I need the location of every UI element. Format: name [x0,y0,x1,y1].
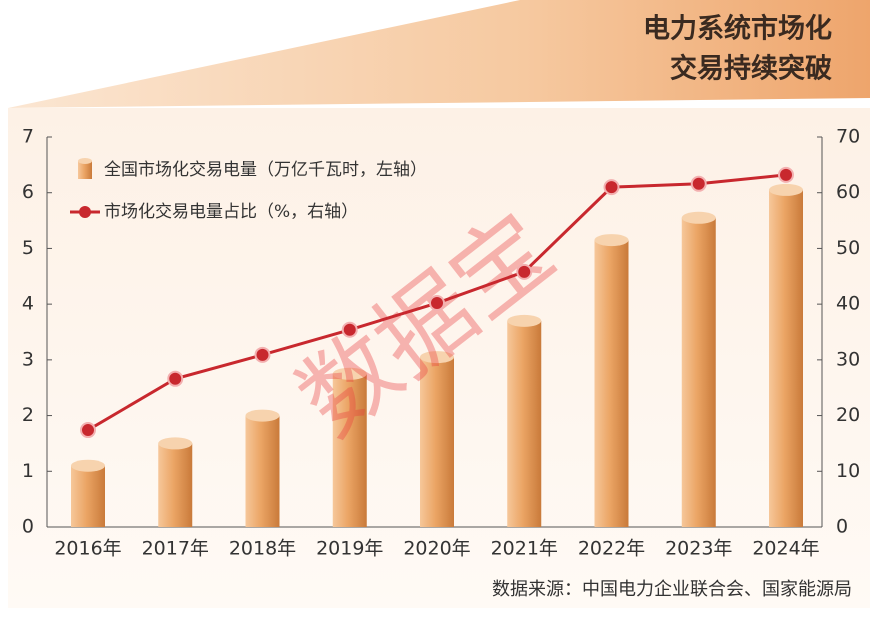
legend-swatch-marker [79,206,91,218]
bar [769,189,803,527]
y-tick-label: 2 [22,404,34,426]
y2-tick-label: 50 [836,237,860,259]
y-tick-label: 3 [22,348,34,370]
legend-label: 全国市场化交易电量（万亿千瓦时，左轴） [104,160,427,180]
bar-cap [420,351,454,364]
bar [681,217,716,528]
bar-cap [332,367,367,380]
bar [245,415,280,527]
y-tick-label: 1 [22,460,34,482]
x-tick-label: 2016年 [54,538,121,560]
y2-tick-label: 20 [836,404,860,426]
source: 数据来源：中国电力企业联合会、国家能源局 [492,579,852,600]
x-tick-label: 2022年 [578,538,645,560]
header-band [8,0,870,108]
x-tick-label: 2020年 [403,538,470,560]
bar [332,373,367,527]
y-tick-label: 0 [22,516,34,538]
legend-swatch [78,161,92,179]
y2-tick-label: 0 [836,516,848,538]
y2-tick-label: 60 [836,181,860,203]
y-tick-label: 7 [22,126,34,148]
bar-cap [681,211,716,224]
line-marker [516,263,533,280]
line-marker [80,422,96,439]
y2-tick-label: 30 [836,348,860,370]
bar-cap [71,459,105,472]
x-tick-label: 2021年 [491,538,558,560]
bar [158,443,193,527]
chart-title: 交易持续突破 [670,53,832,85]
x-tick-label: 2017年 [142,538,209,560]
bar-cap [594,234,629,247]
line-marker [254,346,271,363]
y-tick-label: 6 [22,181,34,203]
bar [507,320,542,527]
bar-cap [158,437,193,450]
chart-title: 电力系统市场化 [643,13,832,45]
bar-cap [769,183,803,196]
line-marker [603,179,620,196]
x-tick-label: 2018年 [229,538,296,560]
x-tick-label: 2024年 [752,538,819,560]
bar [594,240,629,528]
line-marker [341,321,358,338]
line-marker [778,166,794,183]
line-marker [690,175,707,192]
line-marker [429,295,445,312]
y2-tick-label: 10 [836,460,860,482]
x-tick-label: 2023年 [665,538,732,560]
bar-cap [245,409,280,422]
bar-cap [507,314,542,327]
bar [71,465,105,527]
bar [420,357,454,527]
line-marker [167,370,184,387]
y2-tick-label: 70 [836,126,860,148]
x-tick-label: 2019年 [316,538,383,560]
y-tick-label: 4 [22,293,34,315]
y2-tick-label: 40 [836,293,860,315]
legend-label: 市场化交易电量占比（%，右轴） [104,202,358,222]
legend-swatch-cap [78,158,92,164]
y-tick-label: 5 [22,237,34,259]
